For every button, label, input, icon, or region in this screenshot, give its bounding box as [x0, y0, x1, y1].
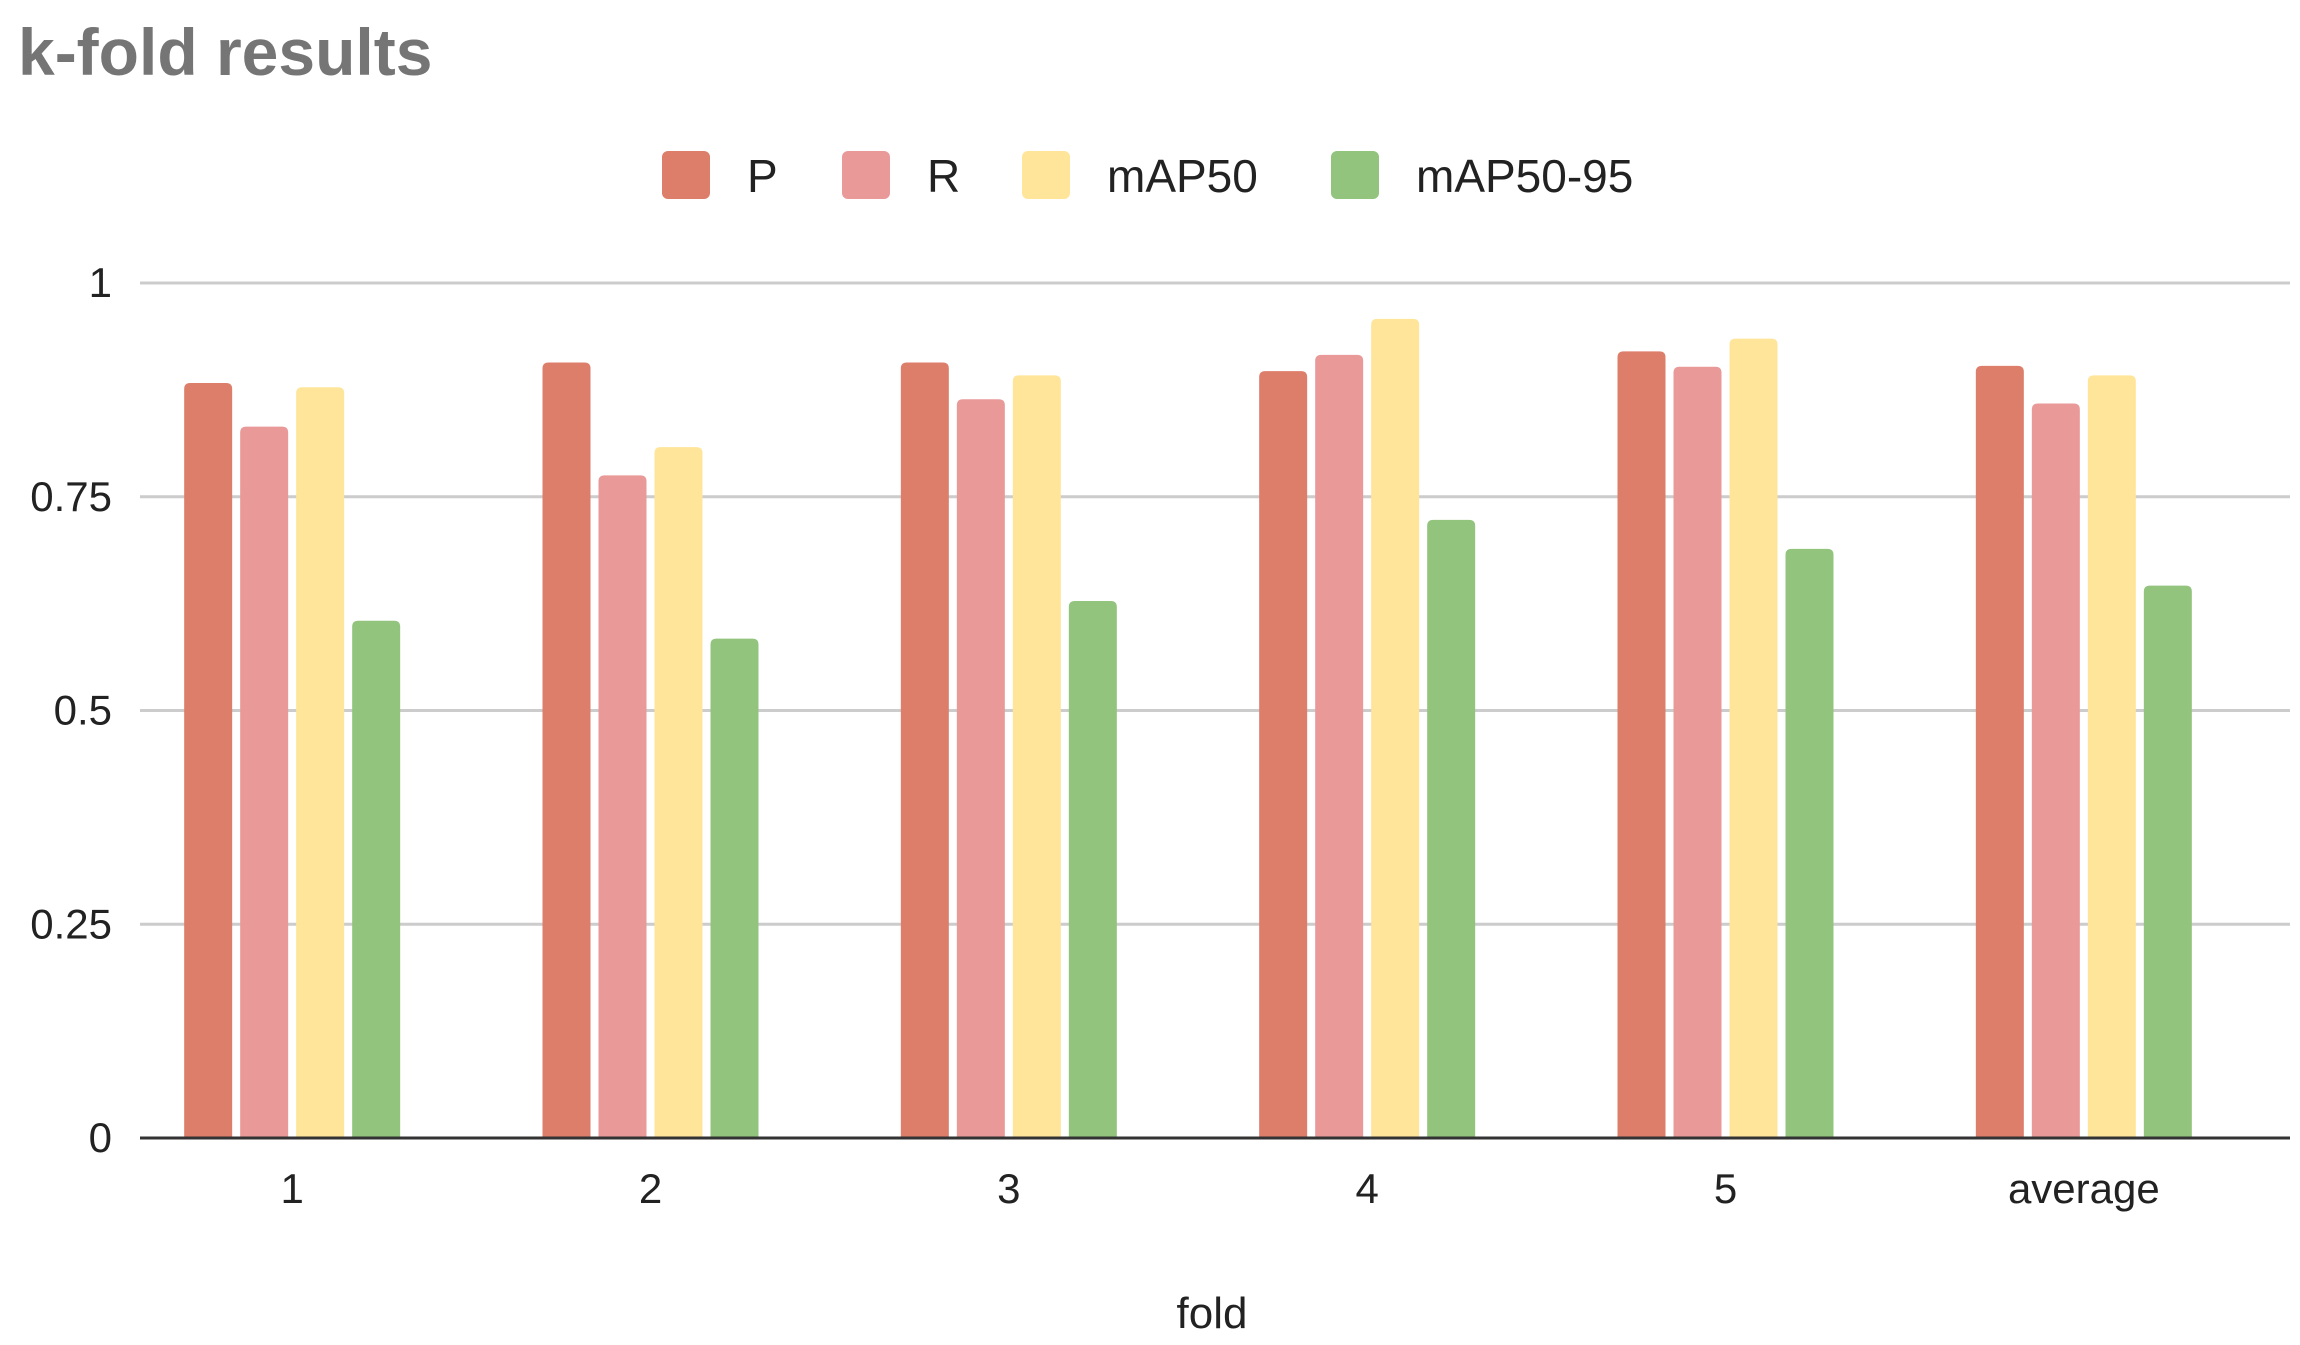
bar: [184, 383, 233, 1138]
bar-P-average: [1975, 365, 2024, 1138]
legend-item-mAP50: mAP50: [1022, 150, 1258, 202]
bar-P-5: [1617, 351, 1666, 1138]
bar: [598, 475, 647, 1138]
bar-P-2: [542, 362, 591, 1138]
y-tick-label: 1: [89, 259, 112, 306]
legend-label: P: [747, 150, 778, 202]
legend-item-R: R: [842, 150, 960, 202]
bar-mAP50-4: [1371, 318, 1420, 1138]
bar: [654, 447, 703, 1138]
x-tick-label: 4: [1355, 1165, 1378, 1212]
bar-R-1: [240, 426, 289, 1138]
bar-P-3: [900, 362, 949, 1138]
bar-mAP50-5: [1729, 338, 1778, 1138]
bar: [1259, 371, 1308, 1138]
x-tick-label: 5: [1714, 1165, 1737, 1212]
y-tick-label: 0: [89, 1114, 112, 1161]
bar: [1012, 375, 1061, 1139]
bar-mAP50-2: [654, 447, 703, 1138]
bar: [352, 620, 401, 1138]
bar-R-2: [598, 475, 647, 1138]
x-tick-label: average: [2008, 1165, 2160, 1212]
bar: [1427, 519, 1476, 1138]
x-tick-label: 1: [280, 1165, 303, 1212]
bar-R-3: [956, 399, 1005, 1138]
bar-mAP50-95-2: [710, 638, 759, 1138]
bar-mAP50-95-1: [352, 620, 401, 1138]
x-tick-label: 2: [639, 1165, 662, 1212]
bar-mAP50-95-4: [1427, 519, 1476, 1138]
bar-P-4: [1259, 371, 1308, 1138]
bar: [1785, 548, 1834, 1138]
y-tick-label: 0.25: [30, 900, 112, 947]
bar: [2143, 585, 2192, 1138]
bars: [184, 318, 2192, 1139]
chart-title: k-fold results: [18, 15, 432, 89]
bar-R-4: [1315, 354, 1364, 1138]
bar-mAP50-average: [2087, 375, 2136, 1139]
bar: [2031, 403, 2080, 1138]
legend-swatch: [1022, 151, 1070, 199]
legend-swatch: [842, 151, 890, 199]
bar-mAP50-1: [296, 387, 345, 1138]
bar-R-5: [1673, 366, 1722, 1138]
y-tick-label: 0.5: [54, 687, 112, 734]
bar-P-1: [184, 383, 233, 1138]
x-tick-label: 3: [997, 1165, 1020, 1212]
legend-swatch: [1331, 151, 1379, 199]
bar: [1729, 338, 1778, 1138]
legend-label: mAP50-95: [1416, 150, 1633, 202]
bar-mAP50-95-3: [1068, 601, 1117, 1138]
bar: [1617, 351, 1666, 1138]
legend-item-mAP50-95: mAP50-95: [1331, 150, 1633, 202]
bar: [2087, 375, 2136, 1139]
bar: [1673, 366, 1722, 1138]
bar-mAP50-3: [1012, 375, 1061, 1139]
bar: [956, 399, 1005, 1138]
bar: [900, 362, 949, 1138]
bar: [1068, 601, 1117, 1138]
bar: [1975, 365, 2024, 1138]
bar: [710, 638, 759, 1138]
gridlines: [140, 281, 2290, 926]
legend-swatch: [662, 151, 710, 199]
bar-mAP50-95-average: [2143, 585, 2192, 1138]
x-axis-title: fold: [1177, 1289, 1248, 1338]
y-axis-ticks: 0 0.25 0.5 0.75 1: [30, 259, 112, 1161]
legend-label: mAP50: [1107, 150, 1258, 202]
bar: [542, 362, 591, 1138]
bar-R-average: [2031, 403, 2080, 1138]
x-axis-ticks: 1 2 3 4 5 average: [280, 1165, 2159, 1212]
bar: [240, 426, 289, 1138]
y-tick-label: 0.75: [30, 473, 112, 520]
bar-mAP50-95-5: [1785, 548, 1834, 1138]
bar: [1371, 318, 1420, 1138]
legend-item-P: P: [662, 150, 778, 202]
bar: [296, 387, 345, 1138]
bar: [1315, 354, 1364, 1138]
legend-label: R: [927, 150, 960, 202]
